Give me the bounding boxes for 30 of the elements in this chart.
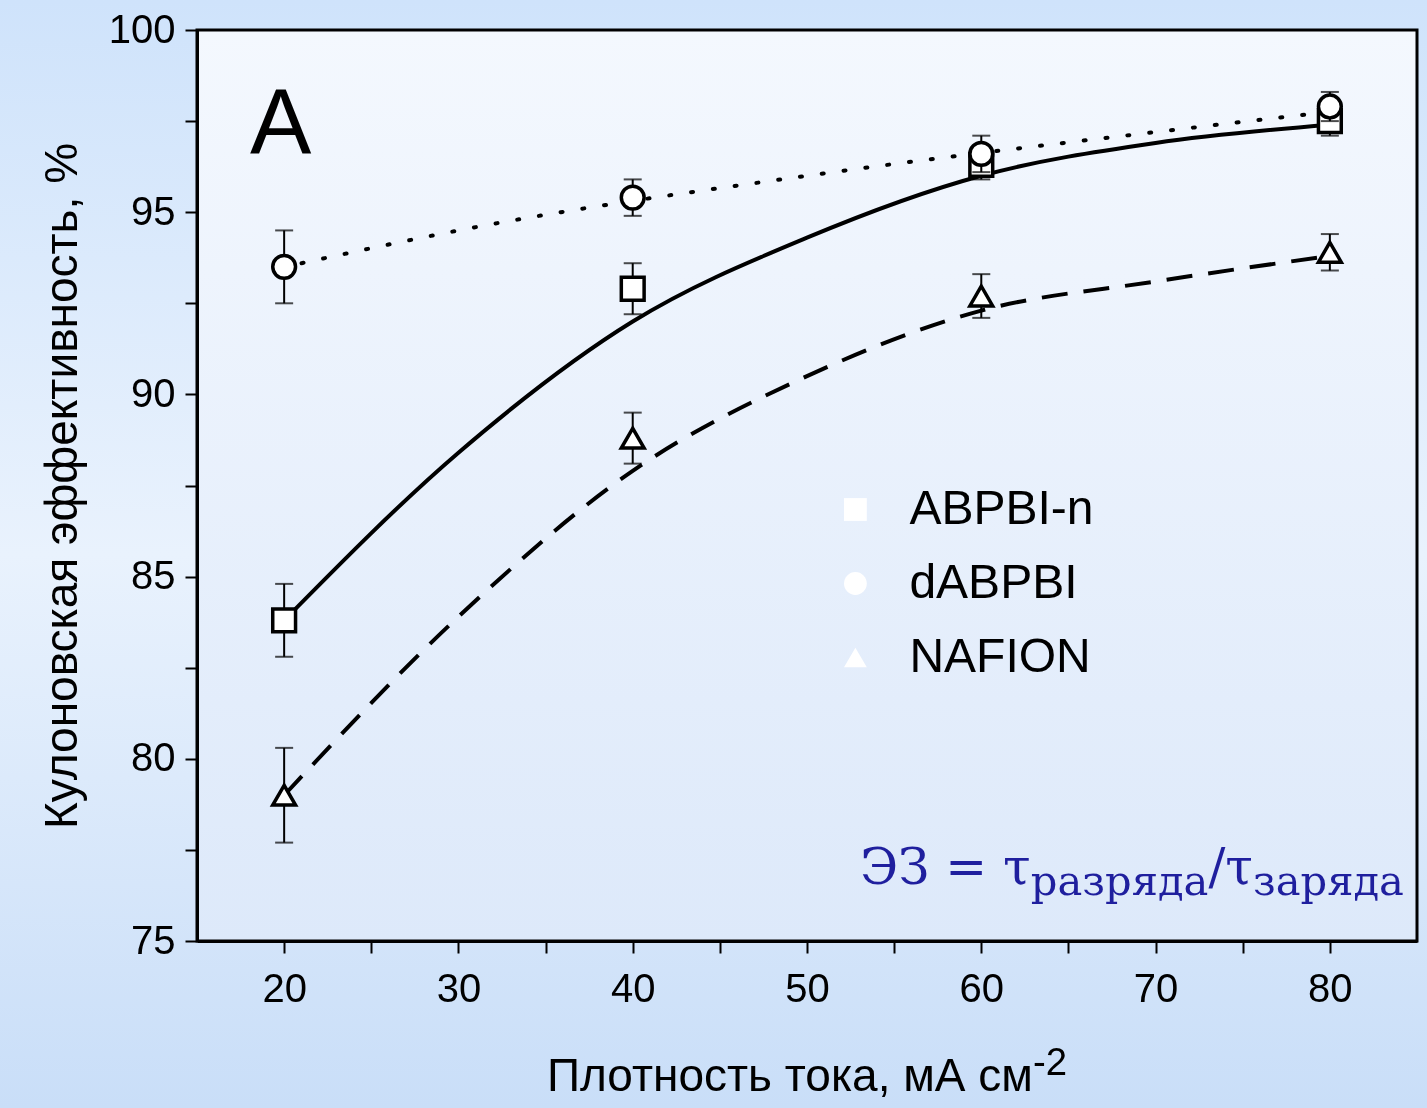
- x-tick-label: 30: [436, 965, 482, 1010]
- y-tick-label: 100: [108, 6, 176, 51]
- x-axis-title: Плотность тока, мА см$^{-2}$: [545, 1040, 1069, 1103]
- x-tick-label: 20: [262, 965, 307, 1010]
- x-tick-label: 50: [785, 965, 830, 1010]
- y-tick-label: 90: [131, 370, 176, 415]
- y-tick-label: 80: [131, 735, 176, 780]
- point: [968, 284, 995, 308]
- point: [1316, 93, 1344, 120]
- annotation: ЭЗ = τ$_{разряда}$/τ$_{заряда}$: [860, 838, 1404, 905]
- y-tick-label: 85: [131, 553, 176, 598]
- legend-label: NAFION: [909, 628, 1091, 682]
- x-tick-label: 80: [1308, 965, 1353, 1010]
- point: [619, 184, 646, 211]
- point: [270, 607, 298, 634]
- point: [270, 253, 298, 280]
- point: [619, 426, 646, 450]
- legend-label: dABPBI: [909, 554, 1078, 608]
- y-tick-label: 95: [131, 188, 176, 233]
- point: [1316, 240, 1344, 264]
- x-tick-label: 70: [1133, 965, 1179, 1010]
- y-tick-label: 75: [131, 917, 176, 962]
- annotation: A: [250, 70, 312, 175]
- x-tick-label: 60: [959, 965, 1005, 1010]
- x-tick-label: 40: [610, 965, 656, 1010]
- point: [968, 140, 995, 168]
- point: [270, 783, 298, 807]
- y-axis-title: Кулоновская эффективность, %: [34, 142, 87, 830]
- point: [619, 275, 646, 302]
- legend-label: ABPBI-n: [909, 480, 1094, 534]
